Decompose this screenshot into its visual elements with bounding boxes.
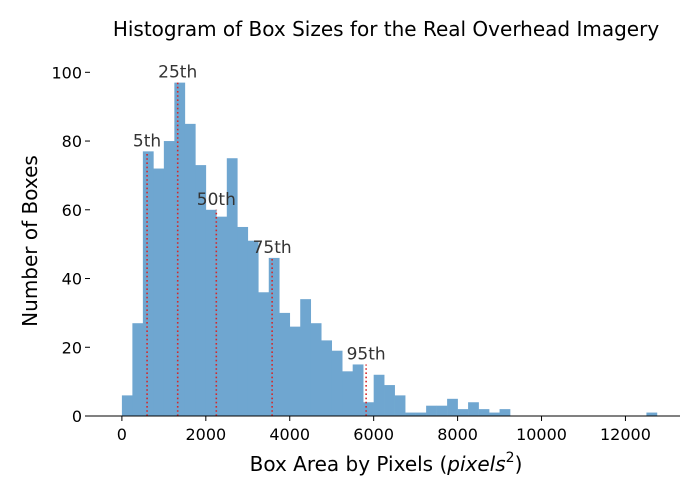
chart-title: Histogram of Box Sizes for the Real Over… <box>113 17 660 41</box>
x-axis: 0 2000 4000 6000 8000 10000 12000 <box>90 415 680 444</box>
histogram-bar <box>184 123 196 416</box>
histogram-bar <box>258 292 270 416</box>
x-tick-label: 8000 <box>437 425 478 444</box>
y-tick-label: 60 <box>62 201 82 220</box>
x-axis-label: Box Area by Pixels (pixels2) <box>250 450 523 476</box>
y-tick-label: 40 <box>62 270 82 289</box>
histogram-bar <box>142 151 154 416</box>
histogram-bar <box>121 395 133 416</box>
y-tick-label: 100 <box>51 63 82 82</box>
histogram-bar <box>226 158 238 416</box>
histogram-bar <box>405 412 416 416</box>
histogram-bar <box>394 395 406 416</box>
histogram-bar <box>331 350 343 416</box>
y-tick-label: 80 <box>62 132 82 151</box>
y-axis: 0 20 40 60 80 100 <box>51 63 90 426</box>
histogram-bar <box>373 374 385 416</box>
histogram-bar <box>279 312 291 416</box>
percentile-label: 5th <box>133 131 161 151</box>
histogram-bar <box>321 340 333 416</box>
x-tick-label: 0 <box>117 425 127 444</box>
x-tick-label: 12000 <box>600 425 651 444</box>
histogram-bar <box>268 257 280 416</box>
histogram-bar <box>426 405 437 416</box>
percentile-label: 75th <box>253 238 292 258</box>
histogram-bar <box>205 209 217 416</box>
histogram-bar <box>300 299 312 416</box>
x-axis-label-superscript: 2 <box>506 450 515 466</box>
histogram-bar <box>153 168 165 416</box>
histogram-bar <box>499 409 511 416</box>
y-tick-label: 20 <box>62 338 82 357</box>
histogram-bar <box>384 385 395 416</box>
x-axis-label-math: pixels <box>446 452 505 476</box>
percentile-labels: 5th 25th 50th 75th 95th <box>133 63 386 365</box>
histogram-bar <box>216 216 228 416</box>
histogram-bar <box>195 165 207 416</box>
percentile-markers <box>146 82 367 416</box>
histogram-bar <box>363 402 374 416</box>
x-tick-label: 2000 <box>185 425 226 444</box>
histogram-bar <box>289 326 301 416</box>
histogram-bar <box>132 323 144 416</box>
histogram-bar <box>247 240 259 416</box>
x-axis-label-text: Box Area by Pixels ( <box>250 452 448 476</box>
histogram-bar <box>457 409 469 416</box>
x-tick-label: 6000 <box>353 425 394 444</box>
x-tick-label: 4000 <box>269 425 310 444</box>
x-axis-label-close: ) <box>515 452 523 476</box>
histogram-bar <box>174 82 186 416</box>
histogram-bar <box>646 412 658 416</box>
histogram-bar <box>352 364 364 416</box>
histogram-bar <box>163 141 175 417</box>
y-tick-label: 0 <box>72 407 82 426</box>
histogram-bar <box>478 409 490 416</box>
histogram-bar <box>415 412 427 416</box>
histogram-bar <box>447 398 458 416</box>
histogram-bar <box>468 402 479 416</box>
histogram-bar <box>342 371 353 416</box>
x-tick-label: 10000 <box>516 425 567 444</box>
histogram-bar <box>237 226 249 416</box>
percentile-label: 25th <box>158 63 197 83</box>
histogram-bar <box>489 412 500 416</box>
percentile-label: 95th <box>347 344 386 364</box>
histogram-bar <box>436 405 448 416</box>
histogram-bar <box>310 323 322 416</box>
y-axis-label: Number of Boxes <box>18 155 42 327</box>
percentile-label: 50th <box>197 190 236 210</box>
histogram-bars <box>121 82 658 417</box>
